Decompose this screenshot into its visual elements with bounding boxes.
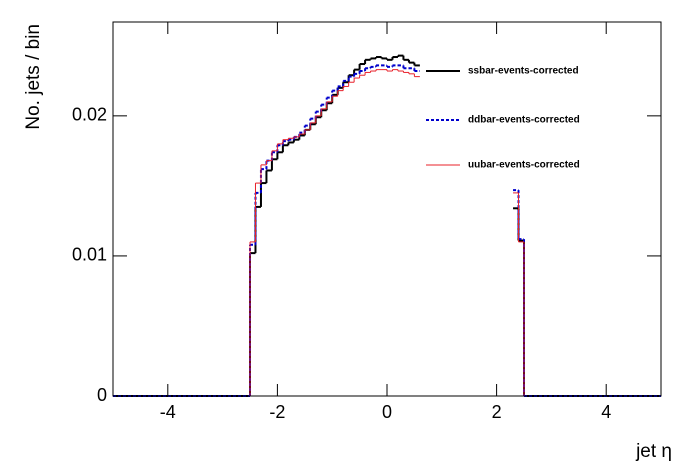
x-axis-title: jet η	[635, 441, 672, 462]
legend-label: ddbar-events-corrected	[468, 115, 580, 126]
legend-label: ssbar-events-corrected	[468, 66, 579, 77]
x-tick-label: 2	[492, 402, 502, 422]
legend-label: uubar-events-corrected	[468, 160, 580, 171]
x-tick-label: 0	[382, 402, 392, 422]
y-tick-label: 0.01	[72, 245, 107, 265]
x-tick-label: 4	[601, 402, 611, 422]
x-tick-label: -2	[269, 402, 285, 422]
y-axis-title: No. jets / bin	[23, 24, 44, 130]
y-tick-label: 0.02	[72, 105, 107, 125]
y-tick-label: 0	[97, 385, 107, 405]
x-tick-label: -4	[160, 402, 176, 422]
